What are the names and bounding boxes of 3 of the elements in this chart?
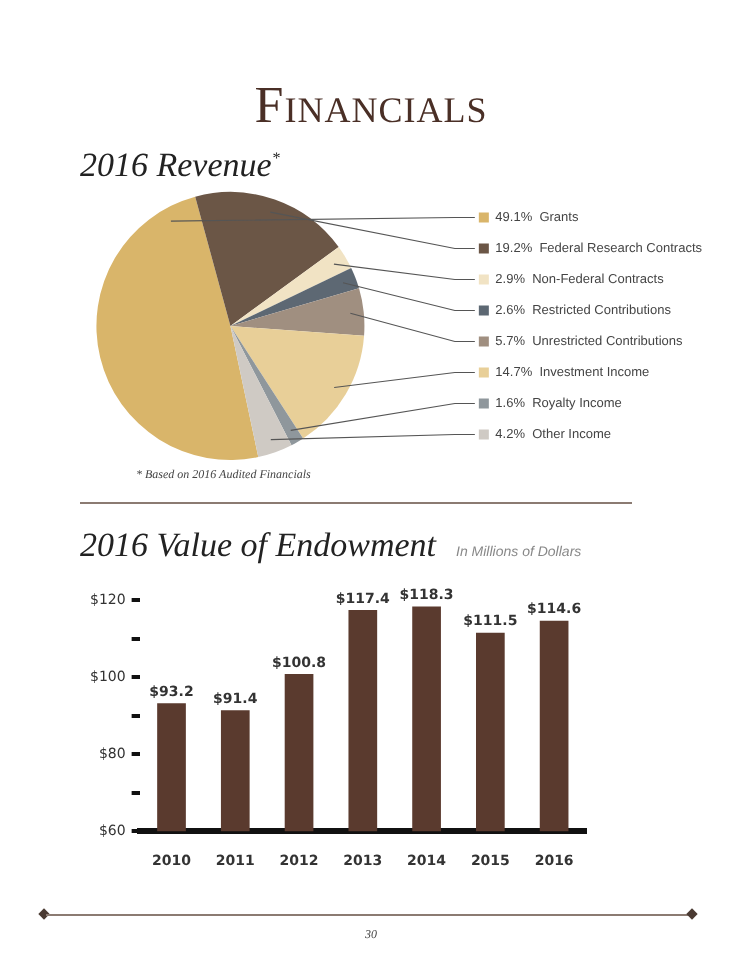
chart-title: 2016 Revenue$^{*}$: [80, 146, 280, 186]
text: Financials: [252, 76, 490, 136]
chart-title: 2016 Value of Endowment: [80, 526, 437, 564]
